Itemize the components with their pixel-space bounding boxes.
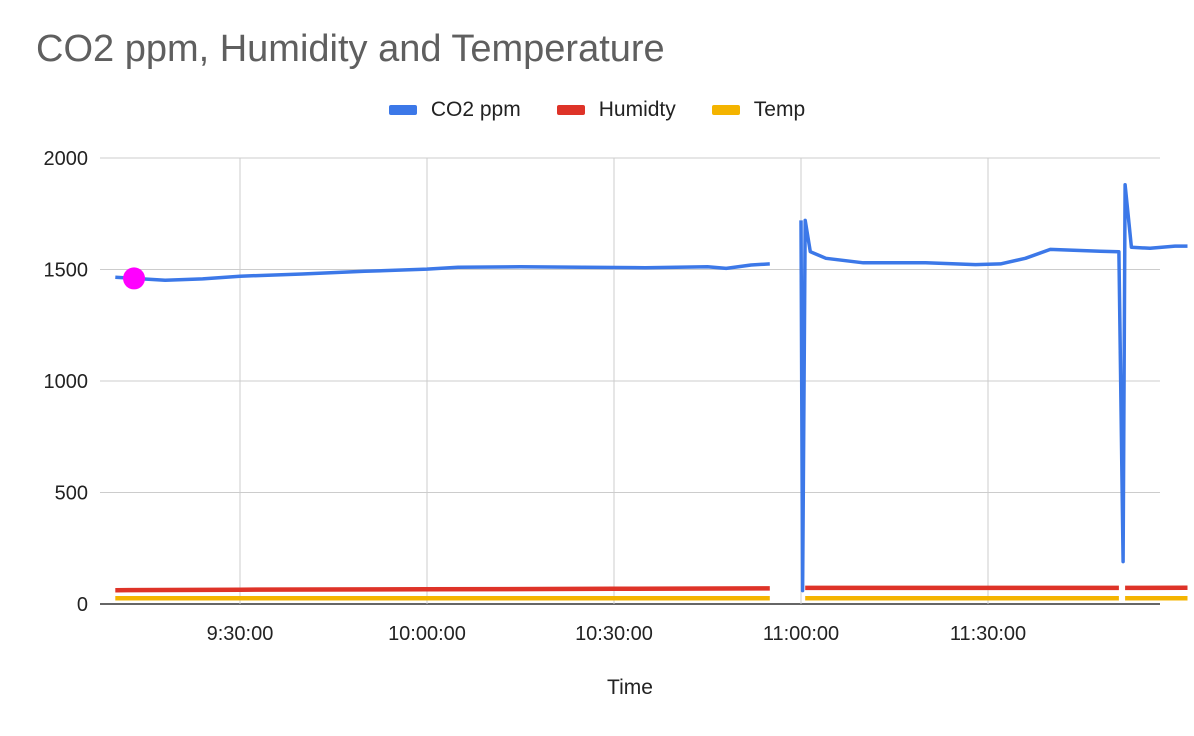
x-tick-label: 9:30:00 <box>207 623 274 645</box>
y-tick-label: 1500 <box>44 260 89 282</box>
legend-swatch-humidity <box>556 105 585 115</box>
legend-swatch-co2 <box>388 105 417 115</box>
x-tick-label: 10:30:00 <box>575 623 653 645</box>
y-tick-label: 2000 <box>44 148 89 170</box>
y-tick-label: 500 <box>55 483 88 505</box>
legend-label-co2: CO2 ppm <box>430 98 521 121</box>
legend-label-temp: Temp <box>753 98 806 121</box>
legend-swatch-temp <box>711 105 740 115</box>
legend-item-co2[interactable]: CO2 ppm <box>388 96 521 124</box>
legend-item-temp[interactable]: Temp <box>711 96 806 124</box>
y-tick-label: 0 <box>77 594 88 616</box>
x-axis-label: Time <box>607 676 653 699</box>
chart-title: CO2 ppm, Humidity and Temperature <box>36 28 665 70</box>
series-line-humidty-segment-0 <box>115 586 770 593</box>
y-tick-label: 1000 <box>44 371 89 393</box>
legend-item-humidity[interactable]: Humidty <box>556 96 676 124</box>
series-line-co2-ppm-segment-0 <box>115 262 770 282</box>
x-tick-label: 11:00:00 <box>763 623 839 645</box>
legend-label-humidity: Humidty <box>598 98 676 121</box>
series-line-co2-ppm-segment-1 <box>799 183 1188 593</box>
highlight-marker <box>123 267 146 290</box>
x-tick-label: 10:00:00 <box>388 623 466 645</box>
legend: CO2 ppm Humidty Temp <box>0 96 1194 124</box>
x-tick-label: 11:30:00 <box>950 623 1026 645</box>
